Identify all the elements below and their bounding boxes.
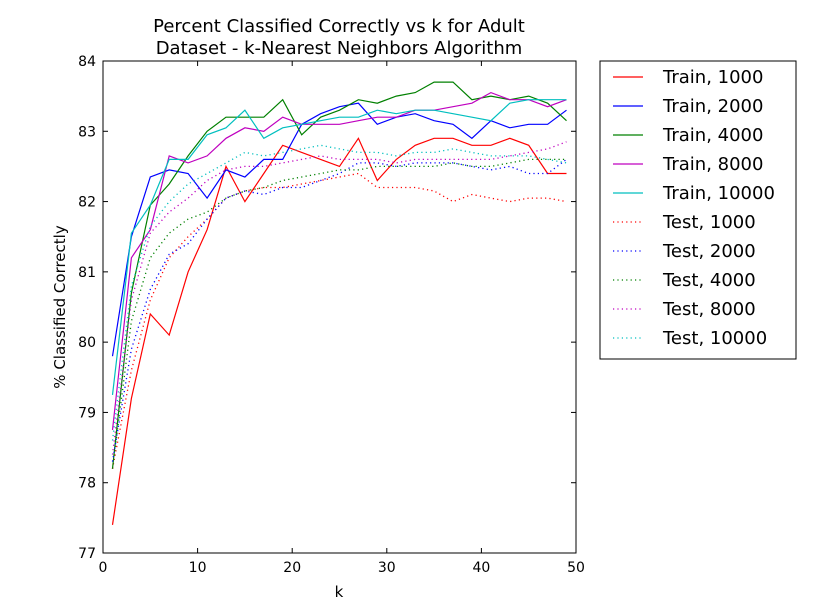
x-axis-label: k [335, 583, 344, 601]
y-tick-label: 83 [78, 124, 96, 140]
legend-label: Train, 8000 [662, 154, 763, 175]
plot-area-series [111, 81, 567, 525]
legend-label: Test, 10000 [662, 328, 767, 349]
legend-label: Train, 1000 [662, 67, 763, 88]
y-tick-label: 81 [78, 265, 96, 281]
legend-label: Test, 8000 [662, 299, 756, 320]
legend-label: Test, 4000 [662, 270, 756, 291]
series-line-train-4 [111, 99, 567, 395]
y-axis-label: % Classified Correctly [51, 225, 69, 389]
series-line-train-1 [111, 102, 567, 357]
legend-label: Train, 2000 [662, 96, 763, 117]
legend-label: Train, 10000 [662, 183, 775, 204]
series-line-test-6 [111, 158, 567, 462]
series-line-train-0 [111, 137, 567, 525]
y-tick-label: 84 [78, 54, 96, 70]
x-tick-label: 20 [283, 560, 301, 576]
x-tick-label: 10 [189, 560, 207, 576]
series-line-train-3 [111, 91, 567, 431]
y-tick-label: 82 [78, 195, 96, 211]
x-axis-ticks: 0 10 20 30 40 50 [99, 61, 585, 576]
x-tick-label: 40 [472, 560, 490, 576]
series-line-train-2 [111, 81, 567, 469]
legend-frame [599, 60, 797, 360]
series-line-test-9 [111, 144, 567, 441]
chart-title-line-1: Percent Classified Correctly vs k for Ad… [153, 16, 525, 37]
y-axis-ticks: 77 78 79 80 81 82 83 84 [78, 54, 576, 562]
legend-label: Test, 2000 [662, 241, 756, 262]
series-line-test-5 [111, 172, 567, 469]
legend: Train, 1000 Train, 2000 Train, 4000 Train, … [599, 60, 797, 360]
y-tick-label: 80 [78, 335, 96, 351]
series-line-test-7 [111, 158, 567, 469]
legend-label: Train, 4000 [662, 125, 763, 146]
y-tick-label: 79 [78, 405, 96, 421]
y-tick-label: 78 [78, 476, 96, 492]
plot-frame [102, 60, 577, 554]
x-tick-label: 50 [567, 560, 585, 576]
y-tick-label: 77 [78, 546, 96, 562]
chart-title-line-2: Dataset - k-Nearest Neighbors Algorithm [156, 38, 523, 59]
x-tick-label: 30 [378, 560, 396, 576]
legend-label: Test, 1000 [662, 212, 756, 233]
chart-title: Percent Classified Correctly vs k for Ad… [153, 16, 525, 59]
x-tick-label: 0 [99, 560, 108, 576]
